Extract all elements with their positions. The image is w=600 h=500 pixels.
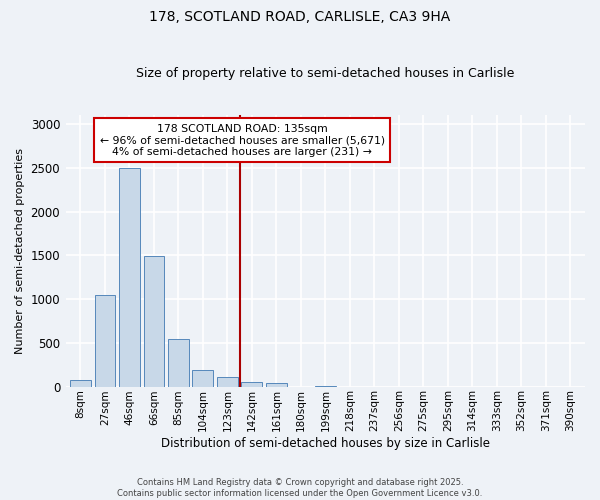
Y-axis label: Number of semi-detached properties: Number of semi-detached properties <box>15 148 25 354</box>
Text: 178, SCOTLAND ROAD, CARLISLE, CA3 9HA: 178, SCOTLAND ROAD, CARLISLE, CA3 9HA <box>149 10 451 24</box>
X-axis label: Distribution of semi-detached houses by size in Carlisle: Distribution of semi-detached houses by … <box>161 437 490 450</box>
Bar <box>70 380 91 386</box>
Bar <box>241 382 262 386</box>
Bar <box>143 256 164 386</box>
Text: 178 SCOTLAND ROAD: 135sqm
← 96% of semi-detached houses are smaller (5,671)
4% o: 178 SCOTLAND ROAD: 135sqm ← 96% of semi-… <box>100 124 385 156</box>
Bar <box>168 340 189 386</box>
Bar <box>119 168 140 386</box>
Bar <box>266 384 287 386</box>
Title: Size of property relative to semi-detached houses in Carlisle: Size of property relative to semi-detach… <box>136 66 515 80</box>
Bar <box>95 294 115 386</box>
Bar <box>217 377 238 386</box>
Text: Contains HM Land Registry data © Crown copyright and database right 2025.
Contai: Contains HM Land Registry data © Crown c… <box>118 478 482 498</box>
Bar <box>193 370 214 386</box>
